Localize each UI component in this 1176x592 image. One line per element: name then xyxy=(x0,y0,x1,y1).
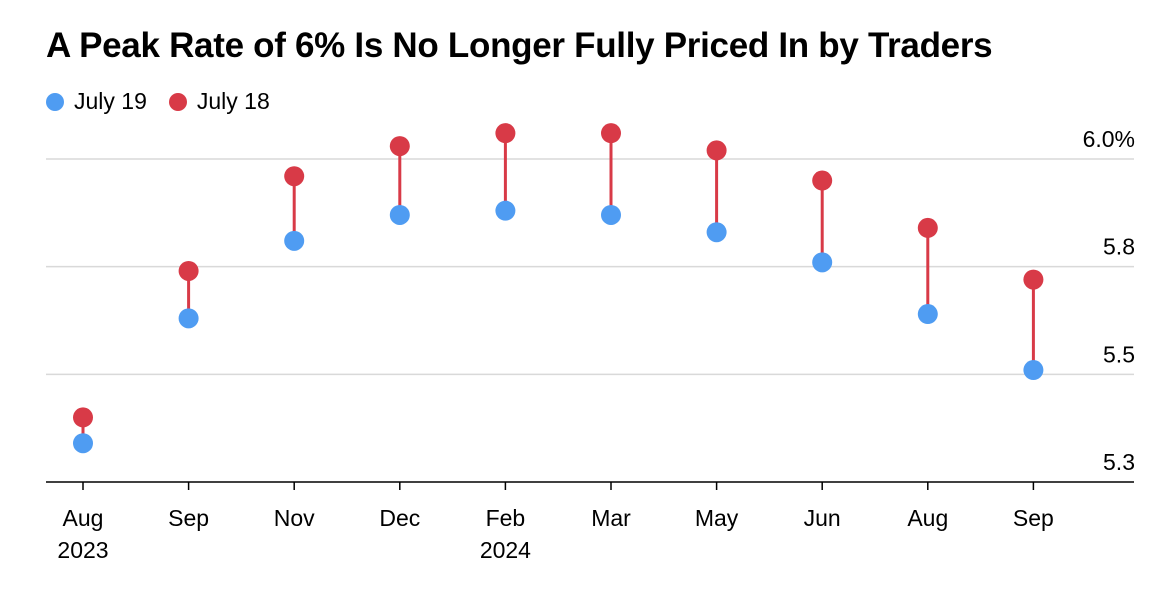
y-tick-label: 6.0% xyxy=(1083,126,1135,152)
data-point-series-1 xyxy=(917,304,938,325)
legend-item-series-1: July 19 xyxy=(46,88,147,115)
x-tick-label: Aug xyxy=(907,505,948,531)
data-point-series-1 xyxy=(495,200,516,221)
legend-label-series-2: July 18 xyxy=(196,88,270,114)
data-point-series-2 xyxy=(917,217,938,238)
x-tick-year-label: 2024 xyxy=(480,537,531,563)
data-point-series-1 xyxy=(812,252,833,273)
x-tick-label: May xyxy=(695,505,739,531)
data-point-series-2 xyxy=(73,407,93,428)
legend-swatch-series-1 xyxy=(46,92,64,111)
data-point-series-1 xyxy=(601,204,621,225)
data-point-series-2 xyxy=(601,123,621,144)
chart-title: A Peak Rate of 6% Is No Longer Fully Pri… xyxy=(46,26,993,65)
legend: July 19 July 18 xyxy=(46,88,292,115)
data-point-series-2 xyxy=(812,170,833,191)
x-tick-label: Mar xyxy=(591,505,631,531)
data-point-series-2 xyxy=(1023,269,1044,290)
data-point-series-2 xyxy=(178,260,199,281)
data-point-series-2 xyxy=(495,123,516,144)
x-tick-label: Sep xyxy=(1013,505,1054,531)
data-point-series-2 xyxy=(706,140,727,161)
legend-label-series-1: July 19 xyxy=(74,88,147,114)
x-tick-label: Jun xyxy=(804,505,841,531)
data-point-series-1 xyxy=(706,222,727,243)
data-point-series-1 xyxy=(1023,360,1044,381)
y-tick-label: 5.3 xyxy=(1103,449,1135,475)
data-point-series-1 xyxy=(73,433,93,454)
data-point-series-2 xyxy=(389,136,410,157)
x-tick-label: Nov xyxy=(274,505,315,531)
data-point-series-1 xyxy=(389,204,410,225)
data-point-series-1 xyxy=(284,230,305,251)
x-tick-label: Feb xyxy=(486,505,526,531)
legend-swatch-series-2 xyxy=(168,92,187,111)
y-tick-label: 5.8 xyxy=(1103,234,1135,260)
legend-item-series-2: July 18 xyxy=(168,88,270,115)
x-tick-label: Sep xyxy=(168,505,209,531)
y-tick-label: 5.5 xyxy=(1103,341,1135,367)
x-tick-label: Dec xyxy=(379,505,420,531)
x-tick-year-label: 2023 xyxy=(57,537,108,563)
data-point-series-2 xyxy=(284,166,305,187)
x-tick-label: Aug xyxy=(63,505,104,531)
data-point-series-1 xyxy=(178,308,199,329)
